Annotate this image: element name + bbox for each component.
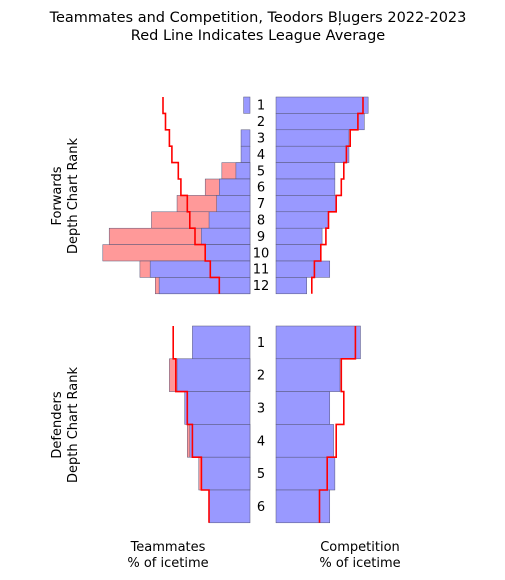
forwards-competition-bar-10 <box>275 244 322 262</box>
defenders-rank-label-2: 2 <box>257 369 265 384</box>
defenders-competition-bar-4 <box>275 424 334 458</box>
defenders-teammates-blue-bar-4 <box>189 424 251 458</box>
defenders-ylabel-line2: Depth Chart Rank <box>66 367 81 484</box>
forwards-teammates-blue-bar-12 <box>158 277 251 295</box>
forwards-competition-bar-12 <box>275 277 307 295</box>
forwards-competition-bar-1 <box>275 96 369 114</box>
forwards-rank-label-9: 9 <box>257 230 265 245</box>
forwards-teammates-blue-bar-1 <box>243 96 251 114</box>
defenders-rank-label-6: 6 <box>257 500 265 515</box>
forwards-rank-label-2: 2 <box>257 115 265 130</box>
defenders-ylabel: Defenders Depth Chart Rank <box>50 367 81 484</box>
teammates-xlabel-line1: Teammates <box>130 540 206 555</box>
forwards-competition-bar-2 <box>275 113 365 131</box>
forwards-teammates-blue-bar-6 <box>219 178 251 196</box>
defenders-teammates-blue-bar-5 <box>201 456 251 491</box>
forwards-competition-bar-8 <box>275 211 329 229</box>
forwards-ylabel-line2: Depth Chart Rank <box>66 138 81 255</box>
defenders-competition-bar-3 <box>275 391 331 425</box>
forwards-teammates-blue-bar-10 <box>204 244 251 262</box>
forwards-competition-league-line <box>311 97 364 294</box>
defenders-rank-label-5: 5 <box>257 467 265 482</box>
defenders-teammates-blue-bar-6 <box>208 489 251 524</box>
defenders-competition-bar-1 <box>275 325 361 360</box>
defenders-teammates-blue-bar-1 <box>192 325 251 360</box>
forwards-ylabel: Forwards Depth Chart Rank <box>50 138 81 255</box>
chart-title: Teammates and Competition, Teodors Bļuge… <box>49 10 467 26</box>
defenders-competition-bar-2 <box>275 358 341 392</box>
forwards-rank-label-7: 7 <box>257 197 265 212</box>
forwards-competition-bar-6 <box>275 178 336 196</box>
forwards-ylabel-line1: Forwards <box>50 166 65 225</box>
forwards-teammates-blue-bar-9 <box>201 227 251 245</box>
defenders-rank-label-3: 3 <box>257 402 265 417</box>
teammates-xlabel-line2: % of icetime <box>127 556 208 571</box>
forwards-rank-label-10: 10 <box>253 246 270 261</box>
defenders-competition-league-line <box>318 326 357 523</box>
forwards-rank-label-11: 11 <box>253 263 270 278</box>
defenders-teammates-league-line <box>172 326 210 523</box>
defenders-rank-label-4: 4 <box>257 434 265 449</box>
forwards-rank-label-3: 3 <box>257 132 265 147</box>
forwards-rank-label-12: 12 <box>253 279 270 294</box>
competition-xlabel-line1: Competition <box>320 540 400 555</box>
forwards-competition-bar-4 <box>275 145 350 163</box>
chart-subtitle: Red Line Indicates League Average <box>131 28 385 44</box>
forwards-teammates-blue-bar-8 <box>208 211 251 229</box>
forwards-teammates-blue-bar-7 <box>216 195 251 213</box>
forwards-competition-bar-5 <box>275 162 336 180</box>
forwards-teammates-blue-bar-5 <box>235 162 251 180</box>
forwards-teammates-league-line <box>162 97 221 294</box>
forwards-competition-bar-3 <box>275 129 350 147</box>
defenders-ylabel-line1: Defenders <box>50 391 65 458</box>
defenders-teammates-blue-bar-3 <box>184 391 251 425</box>
forwards-rank-label-8: 8 <box>257 214 265 229</box>
forwards-rank-label-5: 5 <box>257 164 265 179</box>
defenders-teammates-blue-bar-2 <box>176 358 251 392</box>
forwards-teammates-blue-bar-11 <box>149 260 251 278</box>
forwards-rank-label-4: 4 <box>257 148 265 163</box>
forwards-teammates-blue-bar-4 <box>240 145 251 163</box>
defenders-competition-bar-5 <box>275 456 336 491</box>
forwards-competition-bar-7 <box>275 195 337 213</box>
defenders-rank-label-1: 1 <box>257 336 265 351</box>
forwards-rank-label-6: 6 <box>257 181 265 196</box>
defenders-competition-bar-6 <box>275 489 331 524</box>
forwards-teammates-blue-bar-3 <box>240 129 251 147</box>
forwards-competition-bar-9 <box>275 227 323 245</box>
forwards-rank-label-1: 1 <box>257 99 265 114</box>
forwards-competition-bar-11 <box>275 260 331 278</box>
competition-xlabel-line2: % of icetime <box>319 556 400 571</box>
